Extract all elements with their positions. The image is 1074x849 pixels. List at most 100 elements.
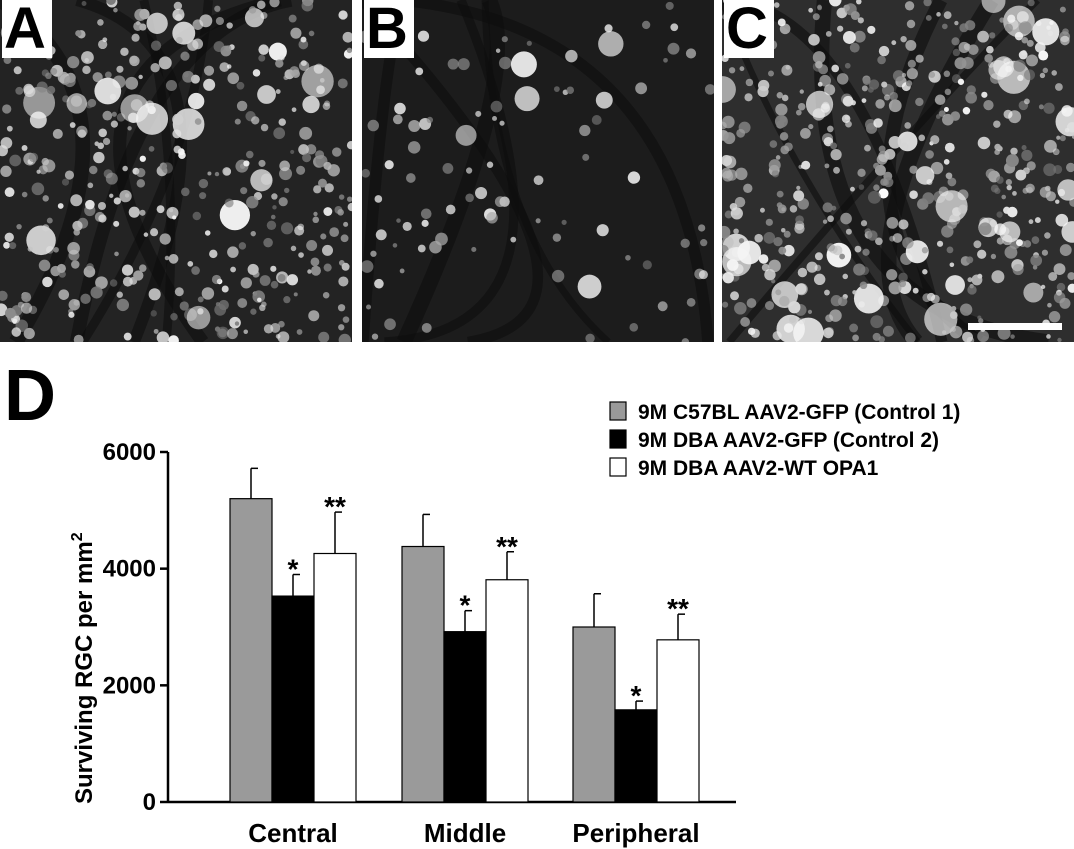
cell (11, 327, 22, 337)
cell (165, 79, 178, 92)
micrograph-a-image (0, 0, 352, 342)
cell (211, 274, 222, 285)
cell (492, 115, 497, 121)
cell (625, 254, 631, 261)
cell (758, 254, 769, 264)
cell (962, 331, 974, 342)
cell (776, 190, 784, 198)
cell (946, 246, 954, 254)
cell (204, 230, 211, 236)
cell (192, 19, 204, 30)
x-category-label: Central (248, 818, 338, 848)
cell (290, 245, 297, 252)
cell (775, 289, 782, 296)
cell (102, 110, 113, 121)
cell (968, 44, 979, 55)
bar (313, 552, 357, 803)
cell (815, 61, 823, 69)
cell (323, 207, 333, 216)
cell (240, 277, 252, 289)
cell (273, 127, 286, 140)
cell (902, 237, 914, 249)
cell (981, 91, 988, 98)
cell (301, 65, 334, 98)
cell (329, 227, 340, 237)
cell (840, 212, 852, 225)
cell (665, 1, 674, 10)
cell (362, 168, 370, 178)
legend-label: 9M C57BL AAV2-GFP (Control 1) (638, 401, 960, 424)
cell (724, 210, 733, 219)
cell (800, 163, 807, 169)
cell (757, 79, 770, 92)
cell (981, 0, 1006, 14)
cell (881, 81, 888, 88)
cell (958, 41, 970, 53)
cell (722, 155, 733, 167)
cell (284, 187, 290, 194)
cell (747, 327, 756, 336)
cell (203, 65, 215, 76)
cell (116, 298, 130, 312)
cell (320, 233, 327, 240)
cell (191, 266, 200, 275)
cell (925, 15, 932, 21)
cell (781, 94, 789, 102)
cell (779, 132, 789, 141)
cell (763, 232, 776, 244)
cell (526, 40, 532, 46)
cell (785, 65, 791, 70)
cell (6, 125, 13, 132)
cell (873, 184, 880, 191)
cell (734, 196, 746, 208)
cell (898, 219, 909, 230)
cell (181, 187, 190, 197)
cell (3, 56, 12, 65)
cell (161, 162, 173, 174)
cell (685, 48, 697, 59)
cell (726, 169, 738, 181)
cell (996, 211, 1003, 218)
cell (23, 327, 35, 340)
cell (743, 183, 753, 193)
cell (198, 178, 209, 189)
cell (332, 147, 342, 157)
cell (286, 274, 299, 286)
cell (1039, 186, 1051, 198)
cell (1067, 272, 1074, 281)
cell (856, 0, 862, 5)
cell (738, 238, 745, 244)
cell (58, 289, 70, 300)
cell (1026, 161, 1036, 171)
cell (420, 208, 432, 220)
cell (861, 85, 868, 92)
cell (552, 233, 562, 242)
cell (97, 19, 104, 26)
cell (296, 329, 303, 335)
cell (250, 308, 257, 315)
bar (229, 498, 273, 803)
cell (173, 1, 183, 11)
cell (735, 167, 748, 181)
cell (849, 323, 859, 333)
cell (266, 220, 277, 231)
cell (754, 233, 763, 243)
cell (323, 161, 332, 170)
cell (822, 202, 833, 213)
cell (923, 0, 932, 7)
significance-mark: ** (496, 531, 518, 562)
cell (133, 270, 144, 281)
cell (681, 338, 690, 342)
cell (921, 247, 929, 254)
cell (591, 115, 602, 125)
cell (723, 132, 736, 145)
cell (771, 281, 799, 308)
cell (318, 178, 327, 188)
cell (371, 333, 379, 340)
cell (551, 269, 565, 283)
cell (124, 193, 130, 198)
cell (447, 58, 459, 70)
cell (20, 302, 33, 314)
cell (800, 128, 811, 139)
cell (73, 334, 84, 342)
